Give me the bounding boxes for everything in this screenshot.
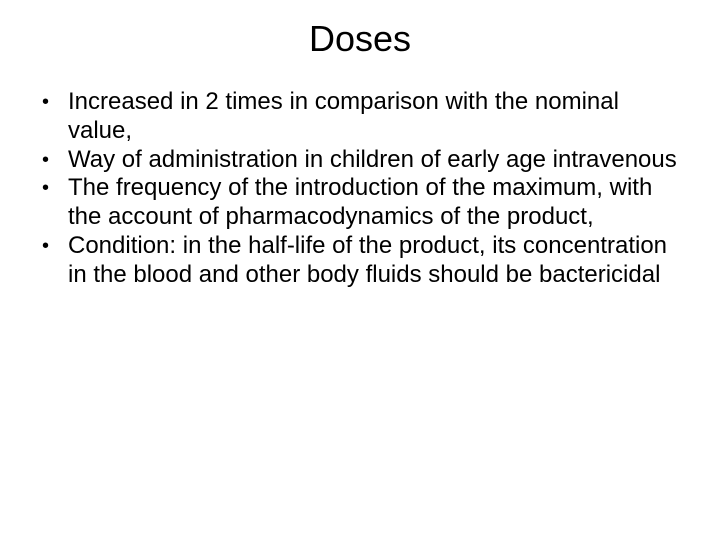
bullet-text: The frequency of the introduction of the… [68, 174, 680, 232]
bullet-icon: • [40, 174, 68, 202]
list-item: • The frequency of the introduction of t… [40, 174, 680, 232]
list-item: • Increased in 2 times in comparison wit… [40, 88, 680, 146]
bullet-list: • Increased in 2 times in comparison wit… [40, 88, 680, 290]
bullet-icon: • [40, 88, 68, 116]
bullet-text: Increased in 2 times in comparison with … [68, 88, 680, 146]
bullet-text: Way of administration in children of ear… [68, 146, 680, 175]
bullet-icon: • [40, 232, 68, 260]
list-item: • Way of administration in children of e… [40, 146, 680, 175]
list-item: • Condition: in the half-life of the pro… [40, 232, 680, 290]
bullet-icon: • [40, 146, 68, 174]
bullet-text: Condition: in the half-life of the produ… [68, 232, 680, 290]
slide-title: Doses [40, 18, 680, 60]
